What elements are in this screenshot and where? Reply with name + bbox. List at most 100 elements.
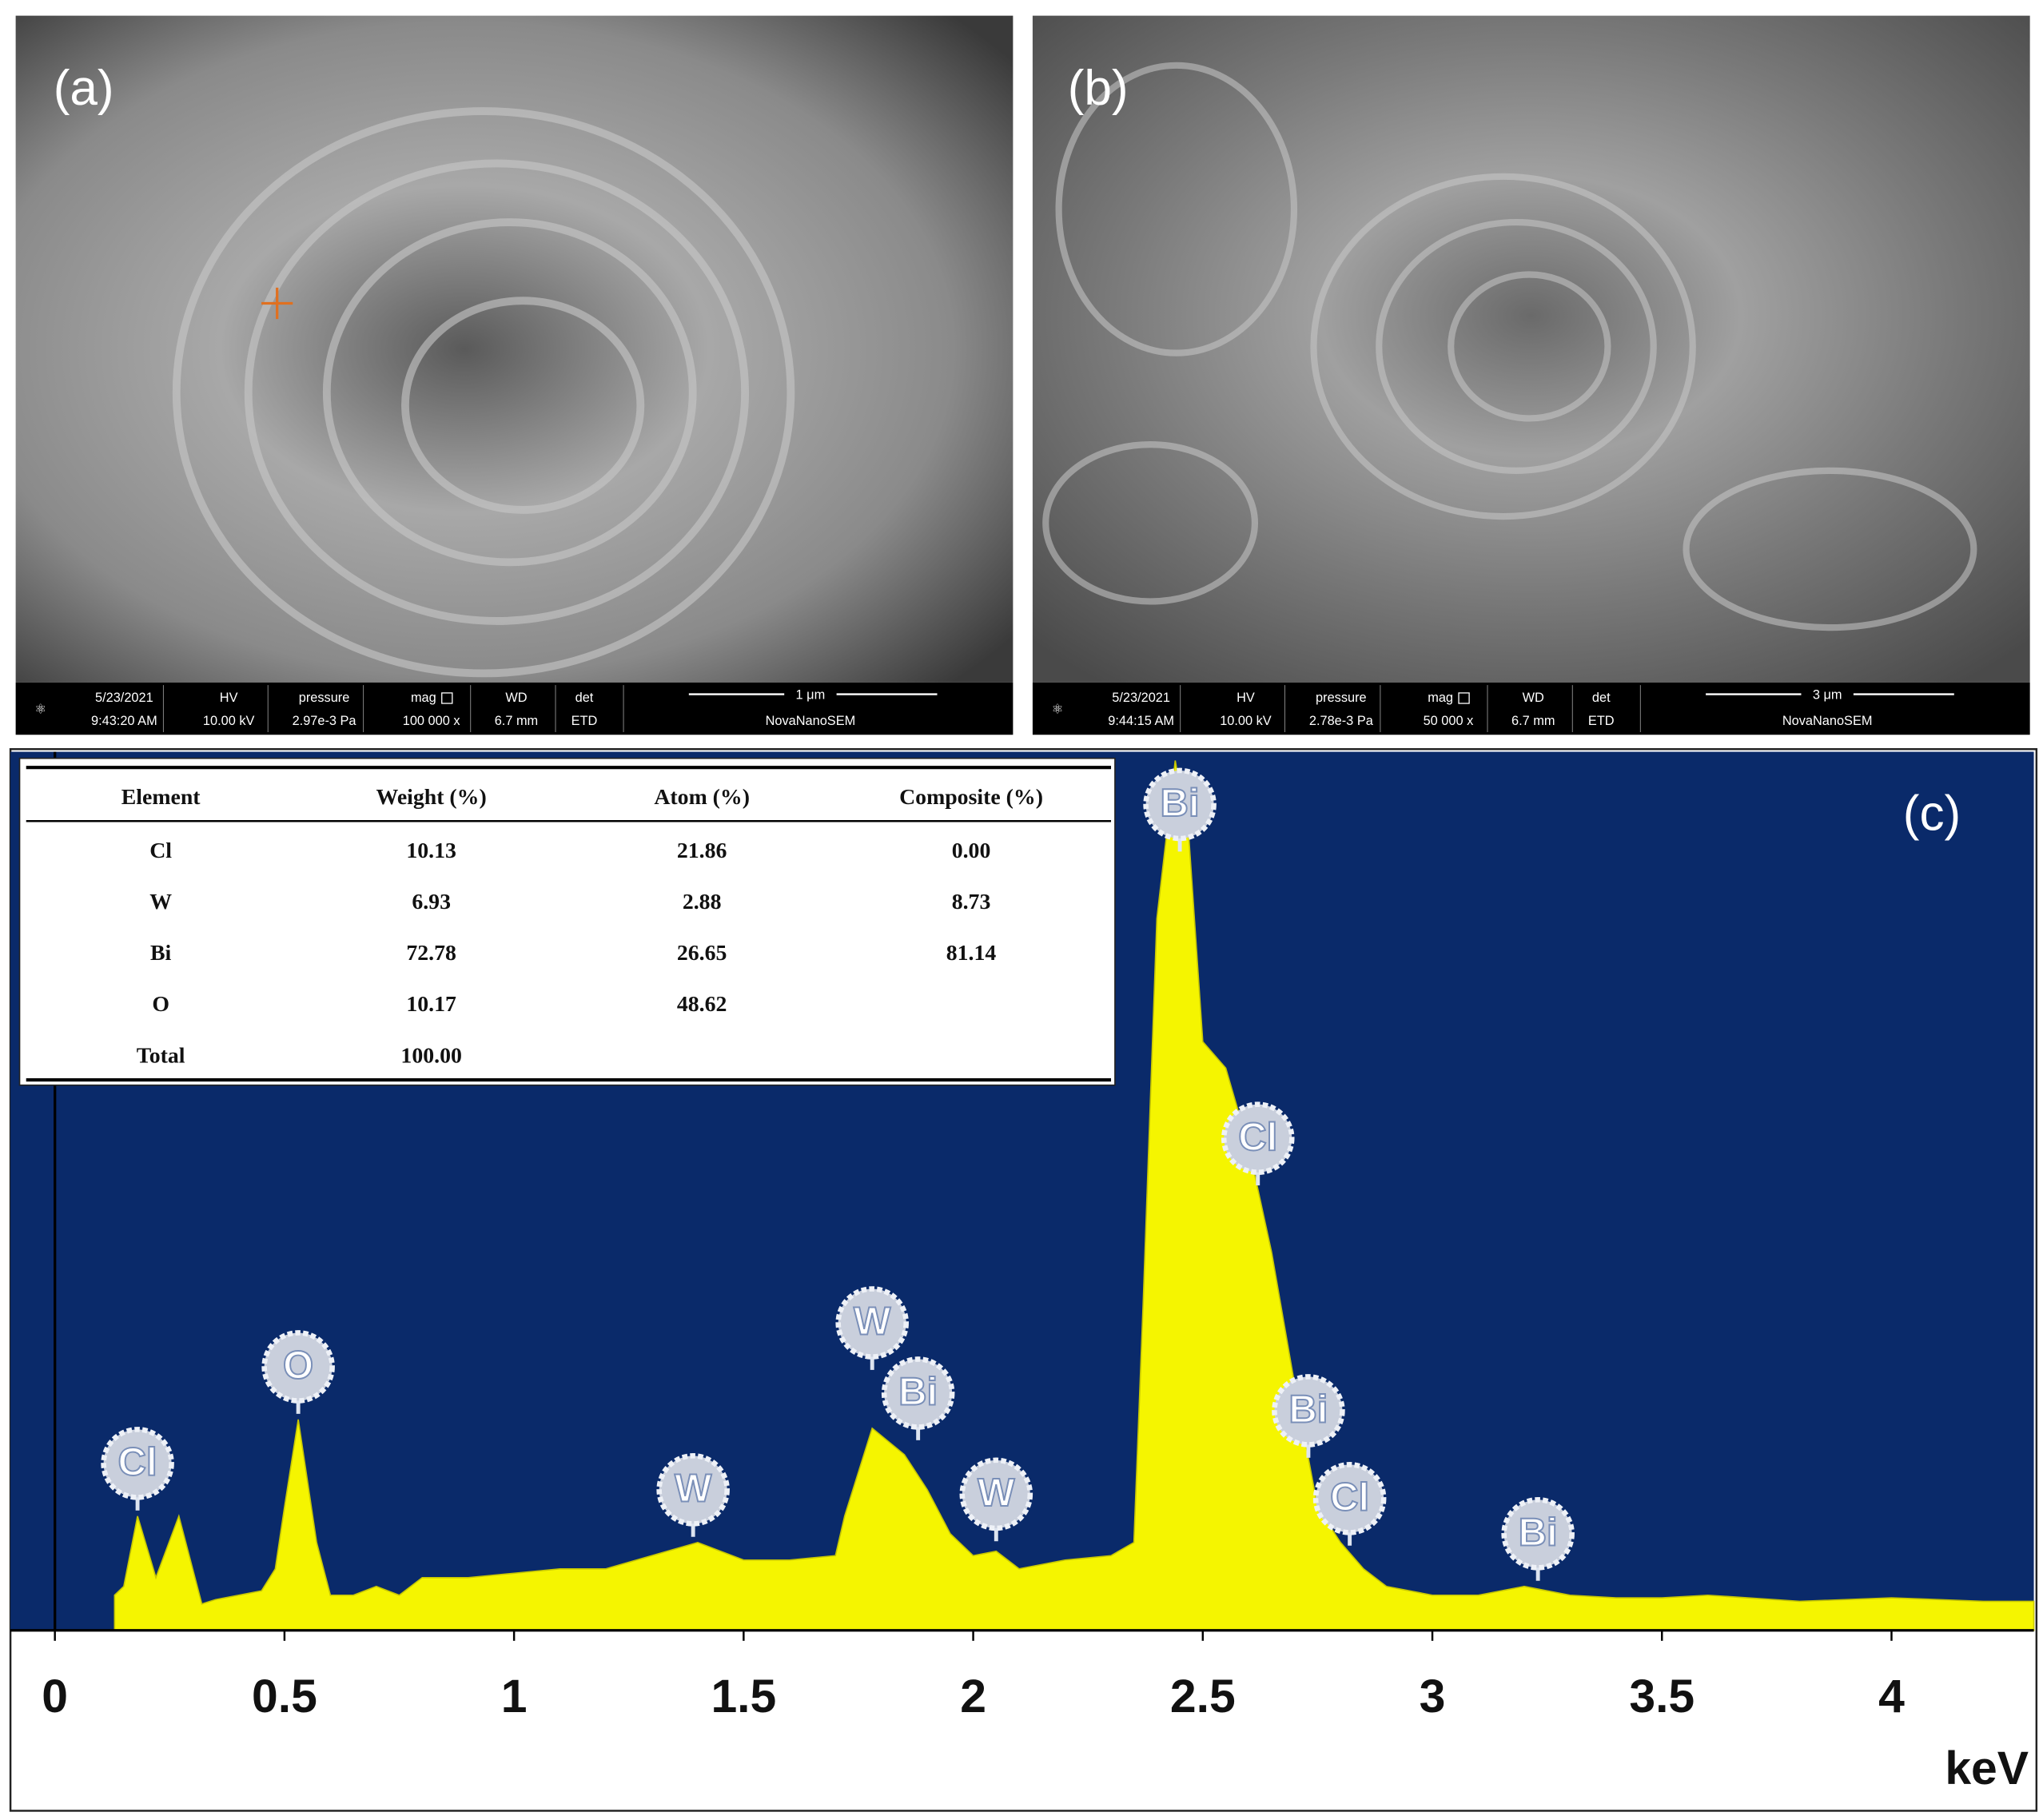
peak-bubble: [656, 1453, 730, 1527]
x-tick-label: 0.5: [252, 1671, 317, 1722]
x-tick-label: 1.5: [711, 1671, 776, 1722]
panel-label: (a): [54, 61, 114, 116]
sem-info-bar: [1032, 682, 2030, 735]
info-text: pressure: [299, 691, 350, 705]
x-tick-label: 2: [960, 1671, 986, 1722]
info-text: HV: [1237, 691, 1255, 705]
peak-bubble: [959, 1457, 1033, 1531]
peak-label: Cl: [1330, 1476, 1369, 1519]
info-text: 50 000 x: [1424, 714, 1474, 728]
table-header: Composite (%): [899, 785, 1043, 810]
table-cell: 48.62: [677, 992, 727, 1017]
info-text: 10.00 kV: [1220, 714, 1272, 728]
peak-bubble: [261, 1330, 335, 1404]
mag-icon: [441, 692, 453, 704]
table-cell: Total: [137, 1043, 185, 1068]
table-cell: 81.14: [946, 941, 997, 966]
sem-texture: [172, 107, 795, 678]
table-cell: 6.93: [412, 890, 451, 914]
info-text: 2.78e-3 Pa: [1309, 714, 1374, 728]
table-header: Atom (%): [654, 785, 750, 810]
peak-bubble: [835, 1286, 909, 1360]
panel-label: (c): [1903, 787, 1961, 842]
peak-label: W: [675, 1467, 712, 1510]
peak-bubble: [1221, 1101, 1295, 1175]
info-text: HV: [220, 691, 238, 705]
peak-label: Bi: [1288, 1388, 1328, 1432]
peak-bubble: [101, 1427, 174, 1500]
scale-text: 3 μm: [1813, 688, 1842, 703]
peak-label: W: [854, 1300, 891, 1344]
info-text: det: [1592, 691, 1611, 705]
info-text: det: [575, 691, 594, 705]
table: Element Weight (%) Atom (%) Composite (%) Cl…: [121, 785, 1043, 1069]
table-header: Element: [121, 785, 201, 810]
info-text: 5/23/2021: [95, 691, 153, 705]
info-text: 10.00 kV: [203, 714, 255, 728]
info-text: 9:43:20 AM: [91, 714, 157, 728]
x-tick-label: 0: [42, 1671, 68, 1722]
table-cell: 21.86: [677, 838, 727, 863]
spectrum-area: [114, 760, 2035, 1631]
info-text: WD: [1523, 691, 1544, 705]
x-tick-label: 2.5: [1170, 1671, 1236, 1722]
detector-icon: ⚛: [34, 703, 46, 717]
x-tick-label: 3.5: [1629, 1671, 1695, 1722]
instrument: NovaNanoSEM: [1782, 714, 1873, 728]
scale-text: 1 μm: [796, 688, 826, 703]
info-text: 5/23/2021: [1112, 691, 1170, 705]
info-text: ETD: [571, 714, 598, 728]
info-text: 100 000 x: [403, 714, 460, 728]
sem-info-bar: [15, 682, 1014, 735]
info-text: 2.97e-3 Pa: [293, 714, 357, 728]
x-tick-label: 3: [1420, 1671, 1446, 1722]
detector-icon: ⚛: [1052, 703, 1064, 717]
marker-cross: [261, 287, 293, 320]
peak-label: Bi: [1161, 782, 1200, 825]
table-cell: 10.13: [406, 838, 456, 863]
x-tick-label: 4: [1878, 1671, 1905, 1722]
info-text: mag: [411, 691, 436, 705]
table-cell: Bi: [150, 941, 172, 966]
peak-bubble: [1312, 1462, 1387, 1535]
sem-texture: [1042, 62, 1977, 631]
info-text: WD: [505, 691, 527, 705]
peak-label: Bi: [898, 1371, 938, 1414]
table-cell: Cl: [149, 838, 172, 863]
mag-icon: [1458, 692, 1470, 704]
sem-image: [1032, 15, 2030, 683]
table-cell: 2.88: [683, 890, 722, 914]
table-cell: 0.00: [952, 838, 991, 863]
table-cell: 8.73: [952, 890, 991, 914]
peak-label: Bi: [1519, 1511, 1558, 1554]
info-text: 6.7 mm: [495, 714, 538, 728]
table-cell: 26.65: [677, 941, 727, 966]
info-text: pressure: [1316, 691, 1367, 705]
peak-bubble: [881, 1356, 955, 1430]
peak-bubble: [1501, 1497, 1575, 1571]
table-cell: O: [152, 992, 169, 1017]
x-axis-label: keV: [1945, 1742, 2029, 1794]
panel-label: (b): [1068, 61, 1129, 116]
x-tick-label: 1: [501, 1671, 528, 1722]
info-text: 6.7 mm: [1511, 714, 1555, 728]
peak-label: Cl: [118, 1440, 157, 1483]
table-cell: W: [149, 890, 172, 914]
peak-label: W: [978, 1472, 1015, 1515]
table-box: [18, 757, 1116, 1086]
peak-label: Cl: [1238, 1116, 1277, 1159]
scale-bg: [1801, 686, 1854, 703]
info-text: ETD: [1588, 714, 1615, 728]
table-cell: 72.78: [406, 941, 456, 966]
table-header: Weight (%): [376, 785, 487, 810]
peak-label: O: [283, 1344, 313, 1388]
instrument: NovaNanoSEM: [766, 714, 856, 728]
info-text: mag: [1428, 691, 1453, 705]
peak-bubble: [1143, 767, 1217, 842]
peak-bubble: [1272, 1374, 1345, 1448]
table-cell: 10.17: [406, 992, 456, 1017]
table-cell: 100.00: [400, 1043, 461, 1068]
scale-bg: [784, 686, 837, 703]
